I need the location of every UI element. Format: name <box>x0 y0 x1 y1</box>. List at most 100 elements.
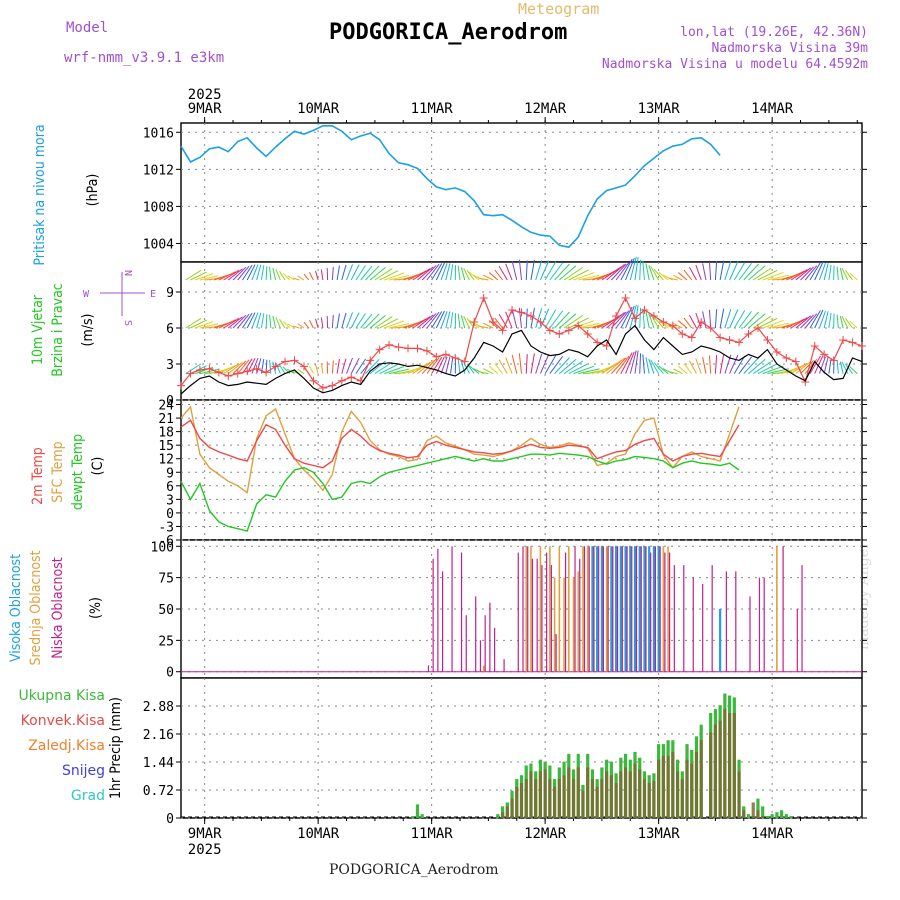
wind-barb <box>814 355 824 374</box>
wind-barb <box>568 317 589 329</box>
total-precip-bar <box>780 810 784 818</box>
wind-barb <box>673 368 683 375</box>
conv-precip-bar <box>543 769 547 818</box>
wind-barb <box>748 313 766 329</box>
bottom-day-label: 9MAR <box>188 826 222 842</box>
ytick-label-temperature: 15 <box>158 439 174 454</box>
wind-barb <box>724 309 732 329</box>
wind-barb <box>384 272 404 281</box>
wind-barb <box>554 357 570 374</box>
conv-precip-bar <box>751 802 755 818</box>
conv-precip-bar <box>732 713 736 818</box>
wind-barb <box>836 360 839 374</box>
conv-precip-bar <box>685 759 689 818</box>
bottom-day-label: 13MAR <box>638 826 681 842</box>
wind-barb <box>836 266 839 281</box>
wind-barb <box>365 313 380 329</box>
wind-barb <box>251 357 259 374</box>
precip-legend-5: Grad <box>71 788 105 804</box>
wind-barb <box>729 309 739 329</box>
conv-precip-bar <box>524 779 528 818</box>
wind-barb <box>199 323 219 329</box>
wind-barb <box>578 322 600 329</box>
wind-barb <box>308 271 314 281</box>
wind-barb <box>407 318 427 329</box>
wind-barb <box>606 312 625 329</box>
wind-barb <box>733 262 746 281</box>
wind-barb <box>648 358 655 374</box>
wind-barb <box>483 274 494 281</box>
wind-barb <box>237 313 250 329</box>
wind-barb <box>518 307 522 329</box>
bottom-day-label: 12MAR <box>524 826 567 842</box>
ytick-label-pressure: 1004 <box>143 237 174 252</box>
conv-precip-bar <box>666 755 670 818</box>
wind-barb <box>814 261 824 281</box>
total-precip-bar <box>784 814 788 818</box>
wind-barb <box>620 306 633 329</box>
wind-barb <box>457 313 461 329</box>
wind-barb <box>748 359 766 374</box>
conv-precip-bar <box>534 779 538 818</box>
wind-barb <box>320 362 324 374</box>
wind-barb <box>292 277 300 281</box>
conv-precip-bar <box>756 810 760 818</box>
wind-barb <box>494 269 503 281</box>
total-precip-bar <box>761 806 765 818</box>
wind-barb <box>610 357 627 374</box>
total-precip-bar <box>411 816 415 818</box>
wind-barb <box>466 270 475 281</box>
wind-barb <box>601 359 622 375</box>
wind-barb <box>195 273 214 281</box>
wind-barb <box>823 263 829 281</box>
wind-barb <box>752 315 772 329</box>
wind-barb <box>518 353 522 374</box>
wind-barb <box>287 323 295 329</box>
wind-barb <box>662 274 674 281</box>
wind-barb <box>297 368 305 375</box>
wind-barb <box>828 358 832 374</box>
top-day-label: 9MAR <box>188 101 222 117</box>
wind-barb <box>308 319 314 329</box>
wind-barb <box>573 365 595 375</box>
total-precip-bar <box>500 806 505 818</box>
wind-barb <box>320 269 324 281</box>
wind-barb <box>468 365 480 374</box>
conv-precip-bar <box>675 771 680 818</box>
wind-barb <box>841 267 849 281</box>
wind-barb <box>800 360 814 374</box>
ytick-label-temperature: 21 <box>158 412 174 427</box>
wind-barb <box>568 269 589 281</box>
wind-barb <box>849 366 858 374</box>
total-precip-bar <box>415 804 420 818</box>
wind-barb <box>530 259 535 281</box>
model-name: wrf-nmm_v3.9.1 e3km <box>64 50 225 66</box>
wind-barb <box>625 306 635 329</box>
wind-barb <box>650 359 660 374</box>
wind-barb <box>463 315 470 329</box>
wind-barb <box>346 264 353 281</box>
wind-barb <box>275 362 281 374</box>
wind-barb <box>431 311 443 329</box>
cloud-title-low: Niska Oblacnost <box>50 557 66 659</box>
total-precip-bar <box>420 814 424 818</box>
wind-barb <box>365 359 380 374</box>
wind-barb <box>743 357 760 374</box>
wind-barb <box>762 271 784 281</box>
precip-legend-3: Zaledj.Kisa <box>28 738 105 754</box>
ytick-label-temperature: 6 <box>166 480 174 495</box>
wind-barb <box>714 354 718 374</box>
pressure-line <box>180 125 721 249</box>
conv-precip-bar <box>519 783 524 818</box>
conv-precip-bar <box>562 775 566 818</box>
cloud-title-high: Visoka Oblacnost <box>8 554 24 662</box>
wind-barb <box>518 259 522 281</box>
wind-barb <box>539 260 550 281</box>
wind-barb <box>708 355 712 374</box>
wind-barb <box>350 312 360 329</box>
conv-precip-bar <box>638 769 642 818</box>
conv-precip-bar <box>529 771 533 818</box>
conv-precip-bar <box>713 724 717 818</box>
wind-barb <box>767 274 790 281</box>
